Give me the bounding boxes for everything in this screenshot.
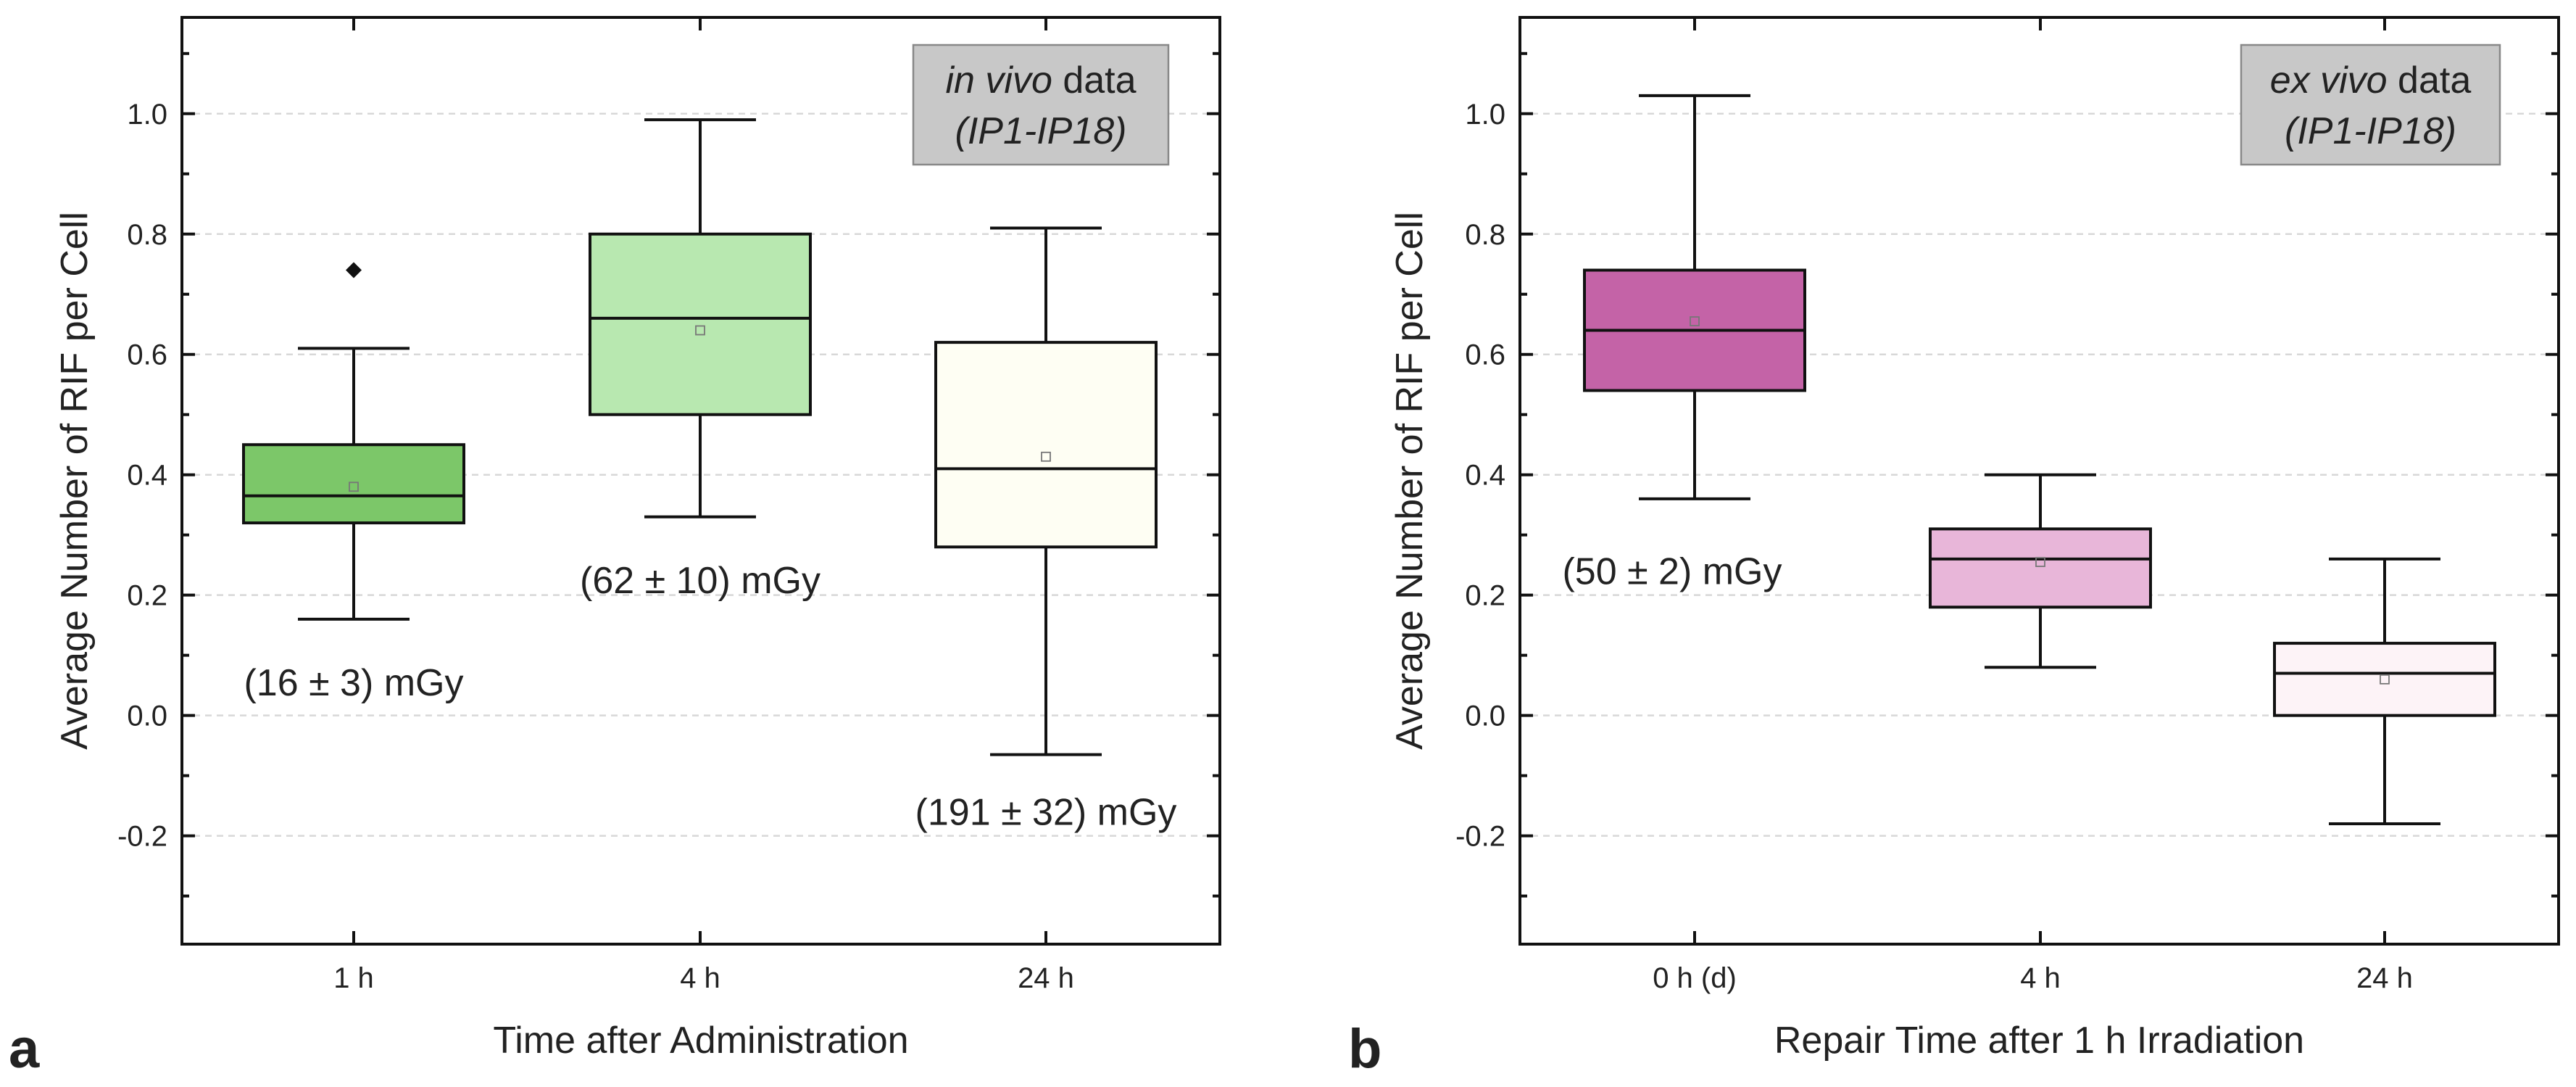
box-4-h: [1929, 473, 2152, 669]
y-tick-label: -0.2: [117, 821, 167, 853]
y-tick-label: -0.2: [1455, 821, 1505, 853]
x-axis-title: Time after Administration: [493, 1020, 908, 1062]
outlier-point: [346, 262, 362, 278]
x-tick-label: 4 h: [680, 962, 720, 994]
panel-b: (50 ± 2) mGy -0.2 0.0 0.2 0.4 0.6 0.8 1.0 0 h (d…: [1348, 16, 2560, 1080]
data-source-line-2: (IP1-IP18): [2285, 110, 2456, 152]
y-axis-title: Average Number of RIF per Cell: [1389, 212, 1431, 750]
box-4-h: [589, 118, 812, 518]
box-1-h: [242, 262, 465, 621]
x-tick-label: 1 h: [333, 962, 374, 994]
data-source-box: [912, 44, 1170, 166]
y-tick-label: 0.0: [1465, 700, 1505, 732]
box-24-h: [934, 226, 1158, 756]
y-tick-label: 0.4: [1465, 460, 1505, 492]
panel-a: (16 ± 3) mGy (62 ± 10) mGy (191 ± 32) mGy -…: [9, 16, 1221, 1080]
x-axis-title: Repair Time after 1 h Irradiation: [1774, 1020, 2304, 1062]
mean-marker: [1041, 451, 1051, 462]
mean-marker: [349, 481, 359, 492]
y-tick-label: 0.8: [1465, 219, 1505, 251]
x-tick-label: 24 h: [2356, 962, 2413, 994]
data-source-line-1: in vivo data: [945, 59, 1136, 102]
y-tick-label: 0.6: [127, 339, 167, 371]
panel-label: a: [9, 1018, 40, 1080]
x-tick-label: 24 h: [1018, 962, 1074, 994]
mean-marker: [2035, 557, 2045, 567]
y-tick-label: 0.4: [127, 460, 167, 492]
data-source-rest: data: [1052, 59, 1137, 102]
data-source-box: [2240, 44, 2501, 166]
data-source-line-2: (IP1-IP18): [955, 110, 1127, 152]
box-iqr: [589, 232, 812, 416]
y-tick-label: 0.8: [127, 219, 167, 251]
box-iqr: [2273, 642, 2496, 717]
mean-marker: [695, 325, 705, 336]
dose-label: (62 ± 10) mGy: [580, 560, 820, 602]
mean-marker: [2380, 674, 2390, 685]
box-0-h-d-: [1583, 94, 1806, 500]
dose-label: (191 ± 32) mGy: [915, 791, 1177, 833]
box-iqr: [1929, 527, 2152, 609]
y-tick-label: 0.2: [1465, 580, 1505, 612]
box-iqr: [934, 341, 1158, 549]
x-tick-label: 4 h: [2020, 962, 2061, 994]
dose-label: (50 ± 2) mGy: [1562, 550, 1782, 592]
data-source-italic: ex vivo: [2270, 59, 2388, 102]
y-tick-label: 0.6: [1465, 339, 1505, 371]
y-tick-label: 1.0: [1465, 99, 1505, 131]
y-tick-label: 0.0: [127, 700, 167, 732]
y-tick-label: 0.2: [127, 580, 167, 612]
mean-marker: [1690, 316, 1700, 326]
x-tick-label: 0 h (d): [1653, 962, 1737, 994]
box-iqr: [242, 443, 465, 525]
y-axis-title: Average Number of RIF per Cell: [54, 212, 96, 750]
box-24-h: [2273, 557, 2496, 826]
y-tick-label: 1.0: [127, 99, 167, 131]
data-source-italic: in vivo: [945, 59, 1052, 102]
data-source-rest: data: [2388, 59, 2472, 102]
dose-label: (16 ± 3) mGy: [244, 662, 463, 704]
data-source-line-1: ex vivo data: [2270, 59, 2472, 102]
panel-label: b: [1348, 1018, 1382, 1080]
